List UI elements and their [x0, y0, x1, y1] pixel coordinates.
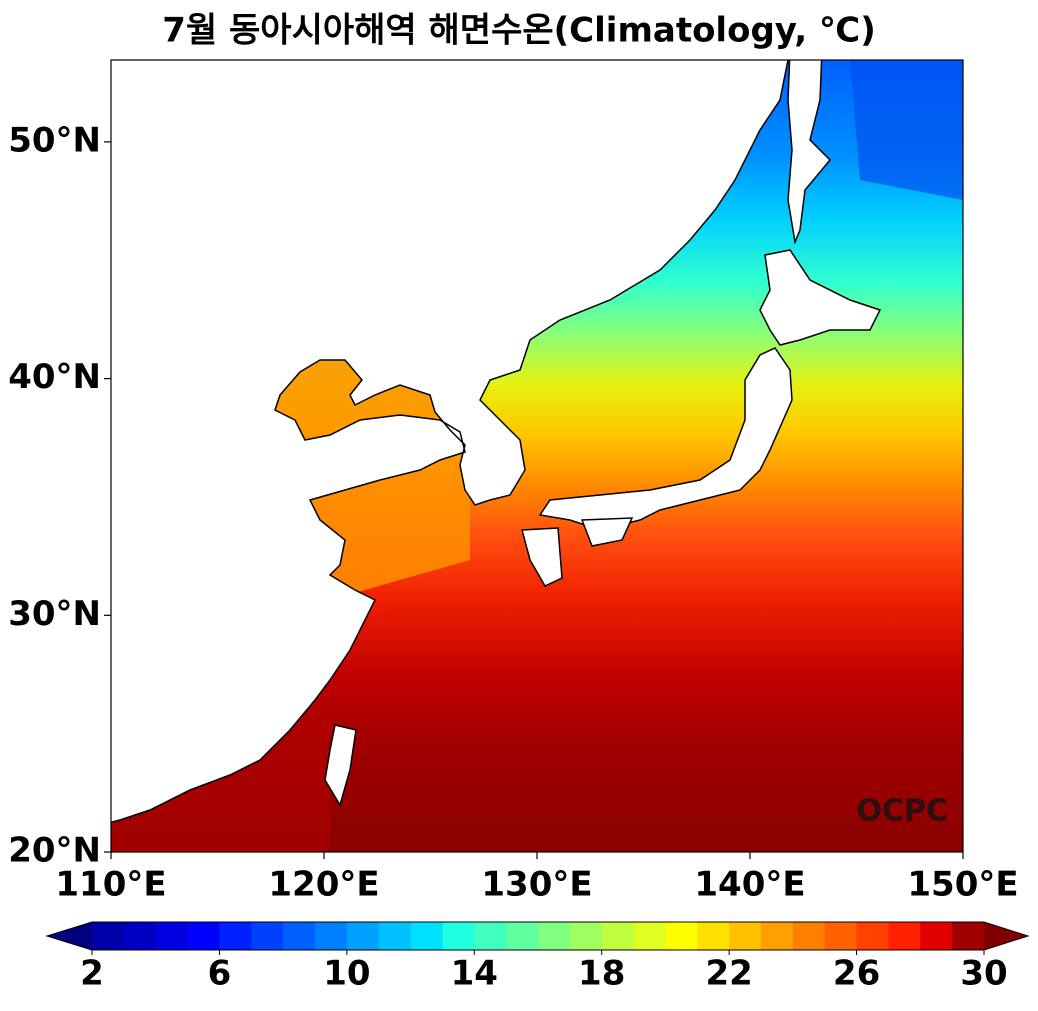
colorbar-segment	[346, 922, 380, 950]
colorbar-tick-label: 14	[451, 954, 498, 994]
colorbar-segment	[283, 922, 316, 950]
colorbar-segment	[251, 922, 284, 950]
colorbar-segment	[633, 922, 666, 950]
colorbar-tick-label: 10	[323, 954, 370, 994]
colorbar-segment	[665, 922, 698, 950]
title: 7월 동아시아해역 해면수온(Climatology, ℃)	[162, 11, 876, 51]
colorbar-segment	[856, 922, 889, 950]
colorbar-over	[984, 922, 1028, 950]
colorbar-segment	[824, 922, 858, 950]
colorbar-segment	[315, 922, 348, 950]
colorbar-segment	[92, 922, 125, 950]
colorbar-tick-label: 30	[960, 954, 1007, 994]
colorbar-tick-label: 6	[208, 954, 232, 994]
colorbar-tick-label: 26	[833, 954, 880, 994]
colorbar-under	[47, 922, 92, 950]
colorbar-segment	[123, 922, 157, 950]
colorbar-segment	[920, 922, 953, 950]
x-tick-label: 150°E	[907, 865, 1018, 905]
x-tick-label: 140°E	[694, 865, 805, 905]
y-tick-label: 40°N	[8, 357, 101, 397]
colorbar-segment	[442, 922, 475, 950]
watermark: OCPC	[856, 794, 948, 829]
colorbar-segment	[697, 922, 730, 950]
colorbar-segment	[792, 922, 826, 950]
colorbar-segment	[378, 922, 412, 950]
colorbar-segment	[410, 922, 443, 950]
colorbar-tick-label: 22	[705, 954, 752, 994]
colorbar-segment	[474, 922, 507, 950]
colorbar-segment	[538, 922, 571, 950]
land	[111, 60, 882, 824]
colorbar-tick-label: 2	[80, 954, 104, 994]
colorbar-segment	[569, 922, 603, 950]
colorbar-segment	[187, 922, 220, 950]
colorbar-segment	[761, 922, 794, 950]
colorbar-segment	[729, 922, 762, 950]
y-tick-label: 50°N	[8, 120, 101, 160]
y-tick-label: 30°N	[8, 594, 101, 634]
x-tick-label: 110°E	[55, 865, 166, 905]
y-tick-label: 20°N	[8, 831, 101, 871]
x-tick-label: 130°E	[481, 865, 592, 905]
x-tick-label: 120°E	[268, 865, 379, 905]
colorbar-tick-label: 18	[578, 954, 625, 994]
colorbar-segment	[601, 922, 635, 950]
colorbar-segment	[506, 922, 539, 950]
colorbar-segment	[888, 922, 921, 950]
colorbar-segment	[952, 922, 985, 950]
colorbar-segment	[219, 922, 252, 950]
colorbar-segment	[155, 922, 189, 950]
